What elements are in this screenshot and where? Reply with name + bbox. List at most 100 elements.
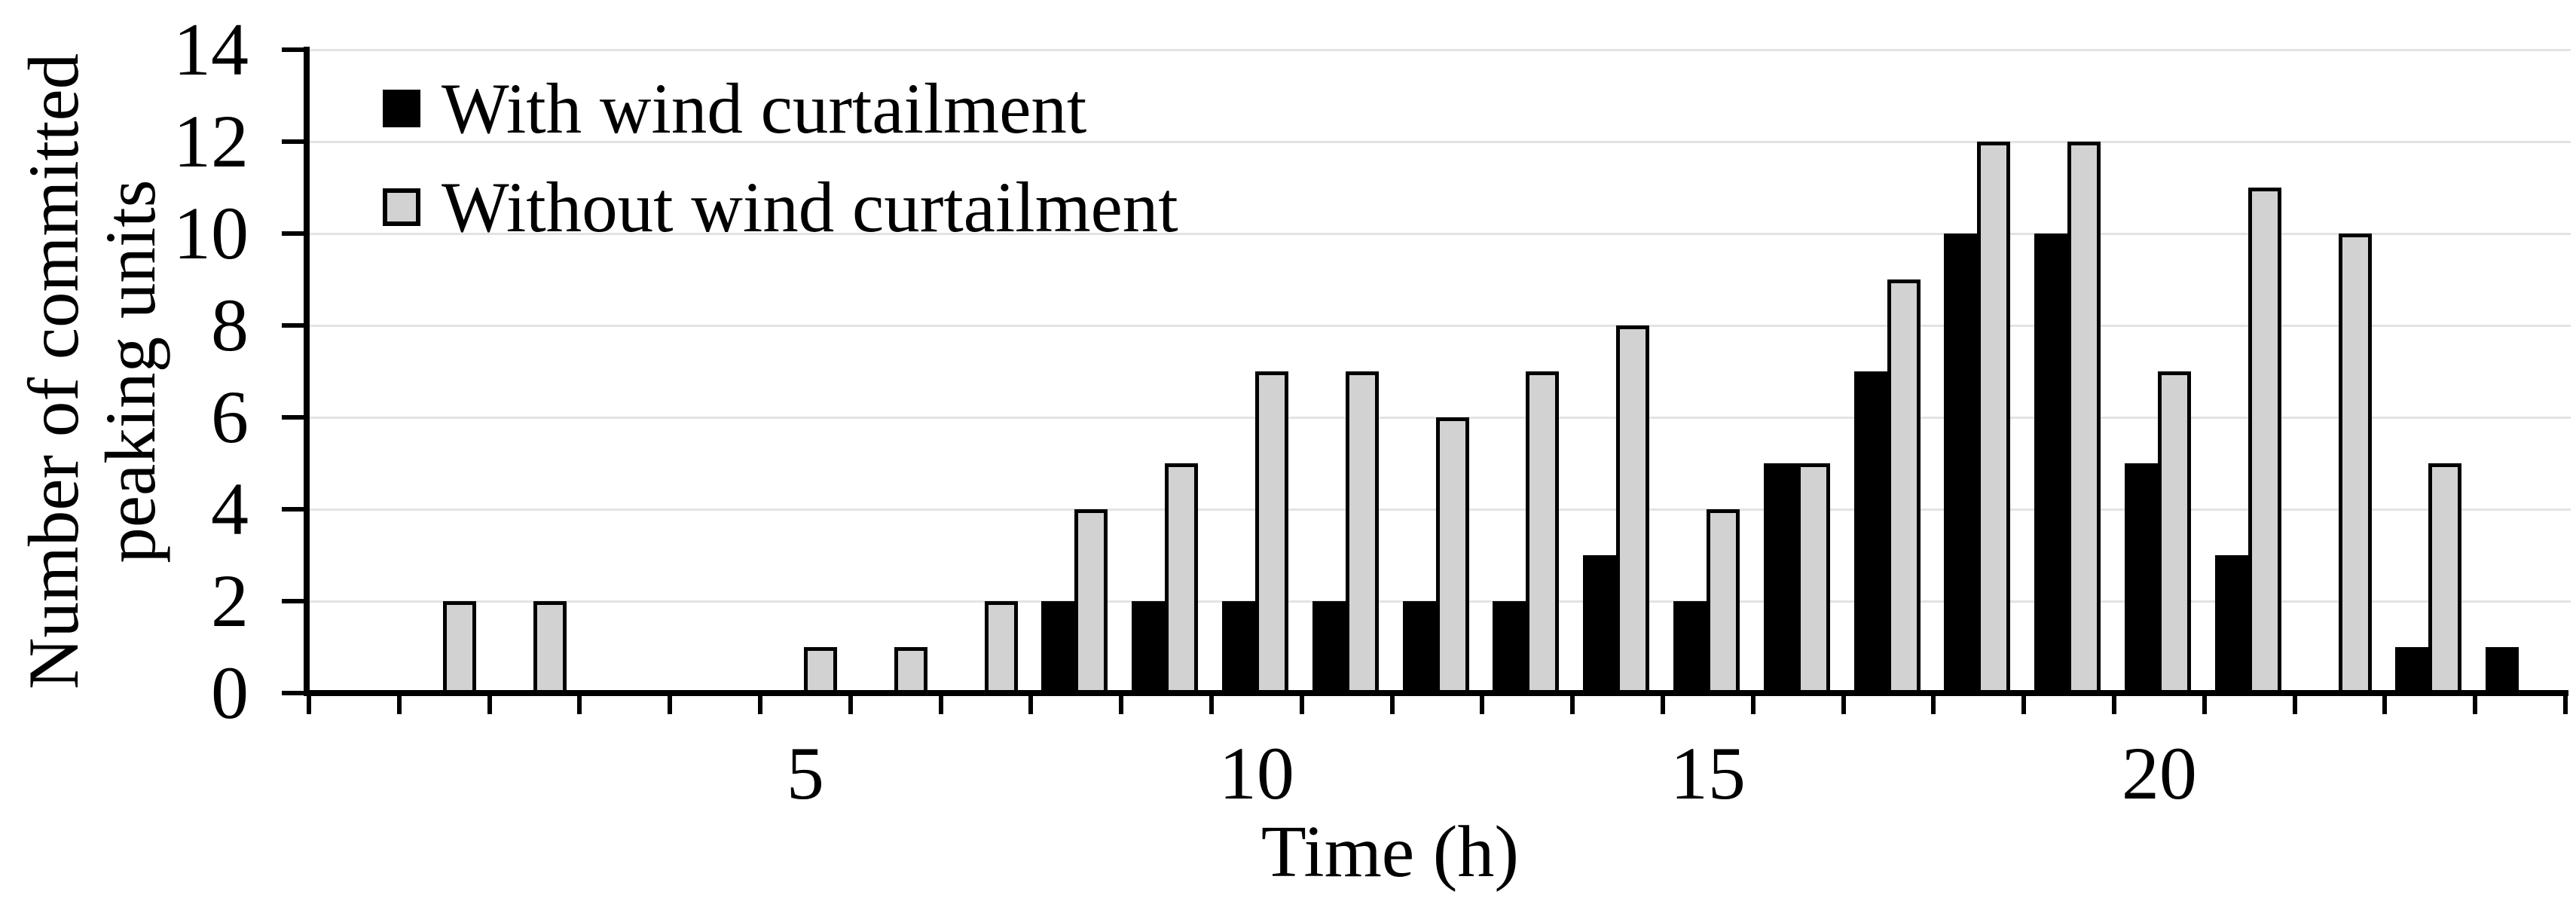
bar-with-wind-curtailment-h9 — [1132, 601, 1166, 693]
y-tick-label-2: 2 — [211, 559, 249, 643]
bar-without-wind-curtailment-h20 — [2157, 371, 2191, 693]
bar-without-wind-curtailment-h1 — [442, 601, 476, 693]
x-tick-25 — [2563, 696, 2568, 714]
x-tick-20 — [2112, 696, 2116, 714]
y-tick-8 — [282, 323, 305, 328]
y-tick-label-0: 0 — [211, 651, 249, 734]
x-tick-9 — [1119, 696, 1124, 714]
y-tick-0 — [282, 691, 305, 695]
y-axis-title: Number of committed peaking units — [14, 47, 170, 695]
legend-swatch-with-wind-curtailment — [383, 89, 420, 127]
y-axis-line — [304, 47, 310, 696]
bar-with-wind-curtailment-h21 — [2214, 555, 2248, 693]
bar-with-wind-curtailment-h23 — [2395, 647, 2429, 693]
y-tick-label-4: 4 — [211, 467, 249, 551]
gridline-y14 — [309, 49, 2571, 51]
y-tick-10 — [282, 231, 305, 236]
x-axis-line — [304, 690, 2568, 696]
x-tick-14 — [1570, 696, 1575, 714]
bar-without-wind-curtailment-h22 — [2338, 234, 2372, 693]
bar-with-wind-curtailment-h15 — [1673, 601, 1707, 693]
bar-without-wind-curtailment-h21 — [2248, 188, 2281, 693]
y-tick-12 — [282, 139, 305, 144]
bar-with-wind-curtailment-h18 — [1944, 234, 1978, 693]
x-tick-13 — [1480, 696, 1485, 714]
y-tick-label-14: 14 — [173, 8, 249, 91]
bar-without-wind-curtailment-h7 — [984, 601, 1018, 693]
bar-without-wind-curtailment-h10 — [1254, 371, 1288, 693]
bar-without-wind-curtailment-h17 — [1887, 279, 1921, 693]
bar-with-wind-curtailment-h14 — [1583, 555, 1617, 693]
bar-with-wind-curtailment-h24 — [2486, 647, 2519, 693]
y-axis-title-line1: Number of committed — [14, 53, 93, 690]
x-tick-19 — [2021, 696, 2027, 714]
legend: With wind curtailment Without wind curta… — [383, 59, 1178, 256]
x-tick-23 — [2382, 696, 2388, 714]
y-tick-label-12: 12 — [173, 99, 249, 183]
legend-item-without-wind-curtailment: Without wind curtailment — [383, 157, 1178, 256]
bar-without-wind-curtailment-h12 — [1435, 417, 1469, 693]
x-tick-1 — [396, 696, 402, 714]
bar-with-wind-curtailment-h16 — [1763, 463, 1797, 693]
bar-with-wind-curtailment-h13 — [1493, 601, 1526, 693]
legend-swatch-without-wind-curtailment — [383, 188, 420, 226]
x-tick-label-20: 20 — [2121, 731, 2197, 815]
x-tick-17 — [1841, 696, 1846, 714]
bar-without-wind-curtailment-h13 — [1526, 371, 1560, 693]
legend-item-with-wind-curtailment: With wind curtailment — [383, 59, 1178, 157]
x-tick-15 — [1661, 696, 1665, 714]
x-tick-label-10: 10 — [1218, 731, 1294, 815]
legend-label-with-wind-curtailment: With wind curtailment — [442, 68, 1087, 148]
y-tick-label-10: 10 — [173, 191, 249, 275]
x-tick-22 — [2292, 696, 2297, 714]
x-tick-label-15: 15 — [1670, 731, 1746, 815]
gridline-y10 — [309, 233, 2571, 235]
x-tick-4 — [668, 696, 673, 714]
x-tick-6 — [848, 696, 853, 714]
bar-with-wind-curtailment-h19 — [2034, 234, 2068, 693]
x-tick-5 — [758, 696, 762, 714]
x-tick-7 — [938, 696, 943, 714]
bar-without-wind-curtailment-h5 — [803, 647, 837, 693]
x-tick-18 — [1931, 696, 1936, 714]
bar-with-wind-curtailment-h17 — [1853, 371, 1887, 693]
bar-without-wind-curtailment-h16 — [1796, 463, 1830, 693]
gridline-y8 — [309, 325, 2571, 327]
x-tick-11 — [1299, 696, 1304, 714]
legend-label-without-wind-curtailment: Without wind curtailment — [442, 166, 1178, 247]
x-tick-3 — [577, 696, 582, 714]
bar-without-wind-curtailment-h19 — [2067, 142, 2101, 693]
x-tick-12 — [1389, 696, 1395, 714]
y-tick-4 — [282, 507, 305, 512]
x-tick-2 — [487, 696, 492, 714]
x-tick-21 — [2202, 696, 2207, 714]
x-axis-title: Time (h) — [1260, 811, 1520, 893]
y-tick-label-8: 8 — [211, 283, 249, 367]
x-tick-8 — [1028, 696, 1034, 714]
y-tick-label-6: 6 — [211, 375, 249, 459]
x-tick-0 — [307, 696, 311, 714]
bar-with-wind-curtailment-h20 — [2124, 463, 2158, 693]
gridline-y12 — [309, 141, 2571, 143]
y-tick-2 — [282, 599, 305, 603]
bar-without-wind-curtailment-h8 — [1074, 509, 1108, 693]
bar-without-wind-curtailment-h15 — [1706, 509, 1740, 693]
bar-without-wind-curtailment-h23 — [2428, 463, 2462, 693]
bar-without-wind-curtailment-h14 — [1616, 325, 1650, 693]
x-tick-24 — [2473, 696, 2478, 714]
bar-without-wind-curtailment-h6 — [894, 647, 927, 693]
x-tick-label-5: 5 — [786, 731, 824, 815]
x-tick-10 — [1209, 696, 1214, 714]
bar-without-wind-curtailment-h9 — [1165, 463, 1199, 693]
bar-without-wind-curtailment-h2 — [533, 601, 567, 693]
bar-with-wind-curtailment-h10 — [1221, 601, 1255, 693]
bar-without-wind-curtailment-h18 — [1977, 142, 2011, 693]
bar-with-wind-curtailment-h12 — [1402, 601, 1436, 693]
y-axis-title-line2: peaking units — [90, 179, 170, 563]
bar-with-wind-curtailment-h8 — [1041, 601, 1075, 693]
x-tick-16 — [1750, 696, 1756, 714]
y-tick-14 — [282, 47, 305, 52]
bar-with-wind-curtailment-h11 — [1312, 601, 1346, 693]
y-tick-6 — [282, 415, 305, 420]
